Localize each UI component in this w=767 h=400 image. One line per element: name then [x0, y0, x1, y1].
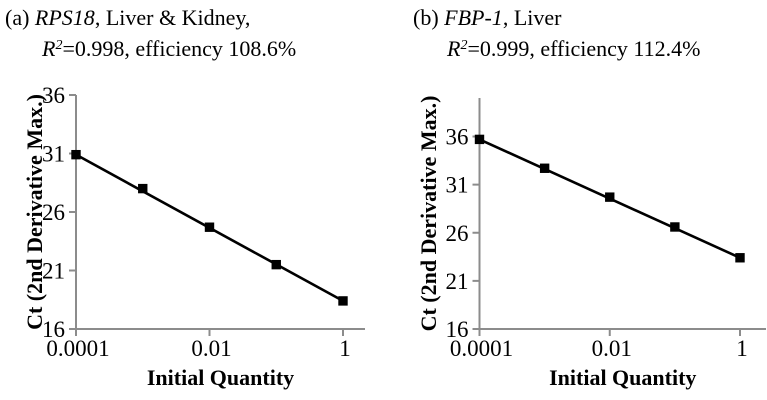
- gene-name: RPS18: [34, 5, 95, 30]
- data-point-marker: [735, 253, 745, 263]
- y-axis-title: Ct (2nd Derivative Max.): [22, 94, 47, 330]
- panel-b: (b) FBP-1, Liver R2=0.999, efficiency 11…: [384, 0, 767, 400]
- x-tick-label: 0.0001: [46, 336, 109, 361]
- panel-label: (b): [413, 5, 445, 30]
- panel-a: (a) RPS18, Liver & Kidney, R2=0.998, eff…: [5, 2, 365, 390]
- panel-a-title-line2: R2=0.998, efficiency 108.6%: [42, 33, 296, 68]
- y-tick-label: 21: [42, 259, 65, 284]
- tissue-label: , Liver: [502, 5, 562, 30]
- panel-b-title: (b) FBP-1, Liver R2=0.999, efficiency 11…: [413, 2, 700, 68]
- y-tick-label: 21: [446, 269, 469, 294]
- y-tick-label: 16: [42, 317, 65, 342]
- x-tick-label: 1: [339, 336, 351, 361]
- y-tick-label: 36: [446, 125, 469, 150]
- data-point-marker: [474, 134, 485, 145]
- panel-a-title-line1: (a) RPS18, Liver & Kidney,: [5, 2, 296, 33]
- y-axis-title: Ct (2nd Derivative Max.): [416, 96, 441, 332]
- chart-b-plot: 16 21 26 31 36 0.0001 0.01 1 Initial Quantity Ct …: [416, 96, 766, 390]
- panel-b-title-line1: (b) FBP-1, Liver: [413, 2, 700, 33]
- stats-text: =0.998, efficiency 108.6%: [62, 36, 297, 61]
- r-symbol: R: [447, 36, 461, 61]
- y-tick-label: 26: [446, 221, 469, 246]
- data-point-marker: [539, 163, 550, 173]
- data-point-marker: [605, 192, 615, 202]
- data-point-marker: [670, 222, 680, 232]
- panel-a-title: (a) RPS18, Liver & Kidney, R2=0.998, eff…: [5, 2, 296, 68]
- panel-label: (a): [5, 5, 35, 30]
- y-tick-label: 16: [446, 317, 469, 342]
- x-tick-label: 0.01: [191, 336, 231, 361]
- x-tick-label: 0.0001: [450, 336, 513, 361]
- stats-text: =0.999, efficiency 112.4%: [467, 36, 701, 61]
- data-point-marker: [338, 296, 348, 306]
- x-tick-label: 0.01: [592, 336, 632, 361]
- chart-a-plot: 16 21 26 31 36 0.0001 0.01 1 Initial Quantity Ct …: [22, 83, 365, 390]
- x-axis-title: Initial Quantity: [549, 365, 696, 390]
- data-point-marker: [138, 183, 148, 194]
- panel-b-title-line2: R2=0.999, efficiency 112.4%: [447, 33, 700, 68]
- y-tick-label: 36: [42, 83, 65, 108]
- data-point-marker: [204, 222, 215, 232]
- x-axis-title: Initial Quantity: [147, 365, 294, 390]
- x-tick-label: 1: [736, 336, 748, 361]
- tissue-label: , Liver & Kidney,: [94, 5, 251, 30]
- r-symbol: R: [42, 36, 56, 61]
- y-tick-label: 31: [446, 173, 469, 198]
- y-tick-label: 31: [42, 142, 65, 167]
- gene-name: FBP-1: [444, 5, 503, 30]
- data-point-marker: [271, 259, 281, 270]
- r-exponent: 2: [460, 38, 468, 53]
- data-point-marker: [71, 149, 81, 160]
- r-exponent: 2: [55, 38, 63, 53]
- y-tick-label: 26: [42, 200, 65, 225]
